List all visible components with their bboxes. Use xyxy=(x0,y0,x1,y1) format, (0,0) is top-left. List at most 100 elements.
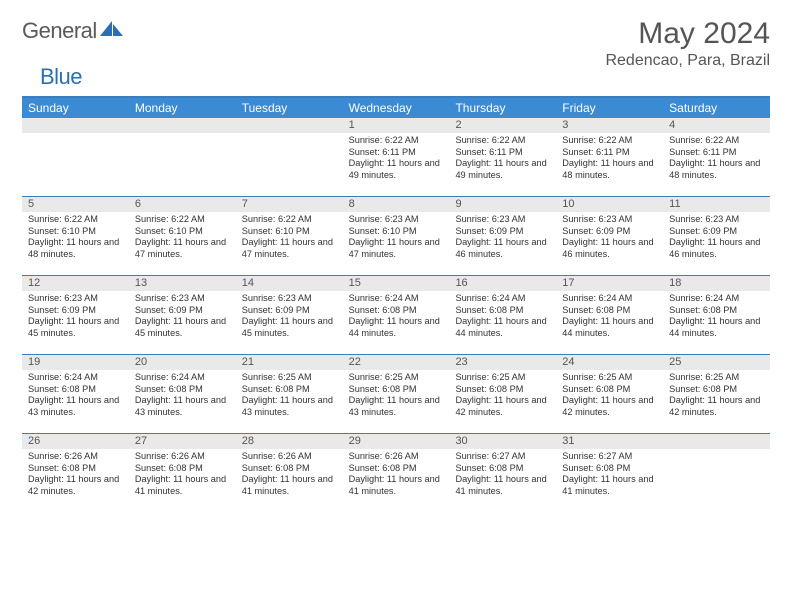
day-details: Sunrise: 6:22 AMSunset: 6:10 PMDaylight:… xyxy=(22,212,129,264)
day-cell: 2Sunrise: 6:22 AMSunset: 6:11 PMDaylight… xyxy=(449,118,556,196)
calendar: SundayMondayTuesdayWednesdayThursdayFrid… xyxy=(22,96,770,512)
logo: General xyxy=(22,18,127,44)
day-number: 1 xyxy=(343,118,450,134)
day-cell: 26Sunrise: 6:26 AMSunset: 6:08 PMDayligh… xyxy=(22,434,129,512)
sail-icon xyxy=(99,19,125,44)
day-cell: 15Sunrise: 6:24 AMSunset: 6:08 PMDayligh… xyxy=(343,276,450,354)
day-cell: 27Sunrise: 6:26 AMSunset: 6:08 PMDayligh… xyxy=(129,434,236,512)
day-cell: 8Sunrise: 6:23 AMSunset: 6:10 PMDaylight… xyxy=(343,197,450,275)
day-details: Sunrise: 6:24 AMSunset: 6:08 PMDaylight:… xyxy=(449,291,556,343)
week-row: 1Sunrise: 6:22 AMSunset: 6:11 PMDaylight… xyxy=(22,118,770,196)
day-of-week-header: Friday xyxy=(556,98,663,118)
day-of-week-header: Saturday xyxy=(663,98,770,118)
week-row: 5Sunrise: 6:22 AMSunset: 6:10 PMDaylight… xyxy=(22,196,770,275)
day-cell: 14Sunrise: 6:23 AMSunset: 6:09 PMDayligh… xyxy=(236,276,343,354)
day-number: 18 xyxy=(663,276,770,292)
day-cell: 7Sunrise: 6:22 AMSunset: 6:10 PMDaylight… xyxy=(236,197,343,275)
day-cell: 1Sunrise: 6:22 AMSunset: 6:11 PMDaylight… xyxy=(343,118,450,196)
day-cell: 9Sunrise: 6:23 AMSunset: 6:09 PMDaylight… xyxy=(449,197,556,275)
day-number: 22 xyxy=(343,355,450,371)
day-number: 15 xyxy=(343,276,450,292)
day-details: Sunrise: 6:24 AMSunset: 6:08 PMDaylight:… xyxy=(129,370,236,422)
day-of-week-header: Thursday xyxy=(449,98,556,118)
day-number: 31 xyxy=(556,434,663,450)
day-number: 2 xyxy=(449,118,556,134)
day-details: Sunrise: 6:22 AMSunset: 6:11 PMDaylight:… xyxy=(449,133,556,185)
day-details: Sunrise: 6:23 AMSunset: 6:10 PMDaylight:… xyxy=(343,212,450,264)
day-details: Sunrise: 6:23 AMSunset: 6:09 PMDaylight:… xyxy=(22,291,129,343)
day-details: Sunrise: 6:26 AMSunset: 6:08 PMDaylight:… xyxy=(22,449,129,501)
day-details: Sunrise: 6:25 AMSunset: 6:08 PMDaylight:… xyxy=(236,370,343,422)
day-details: Sunrise: 6:24 AMSunset: 6:08 PMDaylight:… xyxy=(22,370,129,422)
logo-text-2: Blue xyxy=(40,64,82,89)
day-number: 7 xyxy=(236,197,343,213)
day-cell: 12Sunrise: 6:23 AMSunset: 6:09 PMDayligh… xyxy=(22,276,129,354)
day-details: Sunrise: 6:25 AMSunset: 6:08 PMDaylight:… xyxy=(449,370,556,422)
empty-cell xyxy=(663,434,770,512)
day-cell: 30Sunrise: 6:27 AMSunset: 6:08 PMDayligh… xyxy=(449,434,556,512)
day-cell: 29Sunrise: 6:26 AMSunset: 6:08 PMDayligh… xyxy=(343,434,450,512)
day-cell: 20Sunrise: 6:24 AMSunset: 6:08 PMDayligh… xyxy=(129,355,236,433)
day-number: 20 xyxy=(129,355,236,371)
title-block: May 2024 Redencao, Para, Brazil xyxy=(605,18,770,70)
day-number: 23 xyxy=(449,355,556,371)
day-number xyxy=(236,118,343,133)
day-of-week-header: Monday xyxy=(129,98,236,118)
day-of-week-header: Tuesday xyxy=(236,98,343,118)
day-cell: 23Sunrise: 6:25 AMSunset: 6:08 PMDayligh… xyxy=(449,355,556,433)
day-cell: 5Sunrise: 6:22 AMSunset: 6:10 PMDaylight… xyxy=(22,197,129,275)
day-cell: 19Sunrise: 6:24 AMSunset: 6:08 PMDayligh… xyxy=(22,355,129,433)
week-row: 19Sunrise: 6:24 AMSunset: 6:08 PMDayligh… xyxy=(22,354,770,433)
day-number: 21 xyxy=(236,355,343,371)
day-number: 16 xyxy=(449,276,556,292)
day-of-week-row: SundayMondayTuesdayWednesdayThursdayFrid… xyxy=(22,98,770,118)
day-details: Sunrise: 6:24 AMSunset: 6:08 PMDaylight:… xyxy=(556,291,663,343)
day-number: 28 xyxy=(236,434,343,450)
day-cell: 13Sunrise: 6:23 AMSunset: 6:09 PMDayligh… xyxy=(129,276,236,354)
day-cell: 24Sunrise: 6:25 AMSunset: 6:08 PMDayligh… xyxy=(556,355,663,433)
day-number: 26 xyxy=(22,434,129,450)
day-number: 13 xyxy=(129,276,236,292)
day-details: Sunrise: 6:23 AMSunset: 6:09 PMDaylight:… xyxy=(236,291,343,343)
header: General May 2024 Redencao, Para, Brazil xyxy=(22,18,770,70)
day-details: Sunrise: 6:23 AMSunset: 6:09 PMDaylight:… xyxy=(556,212,663,264)
day-cell: 16Sunrise: 6:24 AMSunset: 6:08 PMDayligh… xyxy=(449,276,556,354)
day-cell: 10Sunrise: 6:23 AMSunset: 6:09 PMDayligh… xyxy=(556,197,663,275)
day-number: 8 xyxy=(343,197,450,213)
day-cell: 31Sunrise: 6:27 AMSunset: 6:08 PMDayligh… xyxy=(556,434,663,512)
day-of-week-header: Wednesday xyxy=(343,98,450,118)
day-cell: 17Sunrise: 6:24 AMSunset: 6:08 PMDayligh… xyxy=(556,276,663,354)
day-number: 24 xyxy=(556,355,663,371)
day-details: Sunrise: 6:22 AMSunset: 6:11 PMDaylight:… xyxy=(556,133,663,185)
day-number: 4 xyxy=(663,118,770,134)
day-details: Sunrise: 6:22 AMSunset: 6:11 PMDaylight:… xyxy=(663,133,770,185)
day-number: 12 xyxy=(22,276,129,292)
day-details: Sunrise: 6:27 AMSunset: 6:08 PMDaylight:… xyxy=(449,449,556,501)
day-details: Sunrise: 6:23 AMSunset: 6:09 PMDaylight:… xyxy=(449,212,556,264)
day-number: 3 xyxy=(556,118,663,134)
day-details: Sunrise: 6:22 AMSunset: 6:11 PMDaylight:… xyxy=(343,133,450,185)
day-of-week-header: Sunday xyxy=(22,98,129,118)
day-number: 19 xyxy=(22,355,129,371)
day-number: 25 xyxy=(663,355,770,371)
day-details: Sunrise: 6:23 AMSunset: 6:09 PMDaylight:… xyxy=(129,291,236,343)
day-details: Sunrise: 6:22 AMSunset: 6:10 PMDaylight:… xyxy=(236,212,343,264)
day-details: Sunrise: 6:26 AMSunset: 6:08 PMDaylight:… xyxy=(129,449,236,501)
day-number: 10 xyxy=(556,197,663,213)
day-cell: 4Sunrise: 6:22 AMSunset: 6:11 PMDaylight… xyxy=(663,118,770,196)
day-details: Sunrise: 6:22 AMSunset: 6:10 PMDaylight:… xyxy=(129,212,236,264)
empty-cell xyxy=(22,118,129,196)
day-number: 17 xyxy=(556,276,663,292)
day-cell: 3Sunrise: 6:22 AMSunset: 6:11 PMDaylight… xyxy=(556,118,663,196)
week-row: 12Sunrise: 6:23 AMSunset: 6:09 PMDayligh… xyxy=(22,275,770,354)
day-details: Sunrise: 6:25 AMSunset: 6:08 PMDaylight:… xyxy=(663,370,770,422)
day-number: 29 xyxy=(343,434,450,450)
day-details: Sunrise: 6:27 AMSunset: 6:08 PMDaylight:… xyxy=(556,449,663,501)
day-details: Sunrise: 6:24 AMSunset: 6:08 PMDaylight:… xyxy=(663,291,770,343)
empty-cell xyxy=(236,118,343,196)
day-number: 11 xyxy=(663,197,770,213)
day-number: 6 xyxy=(129,197,236,213)
day-cell: 25Sunrise: 6:25 AMSunset: 6:08 PMDayligh… xyxy=(663,355,770,433)
day-details: Sunrise: 6:25 AMSunset: 6:08 PMDaylight:… xyxy=(556,370,663,422)
day-details: Sunrise: 6:23 AMSunset: 6:09 PMDaylight:… xyxy=(663,212,770,264)
